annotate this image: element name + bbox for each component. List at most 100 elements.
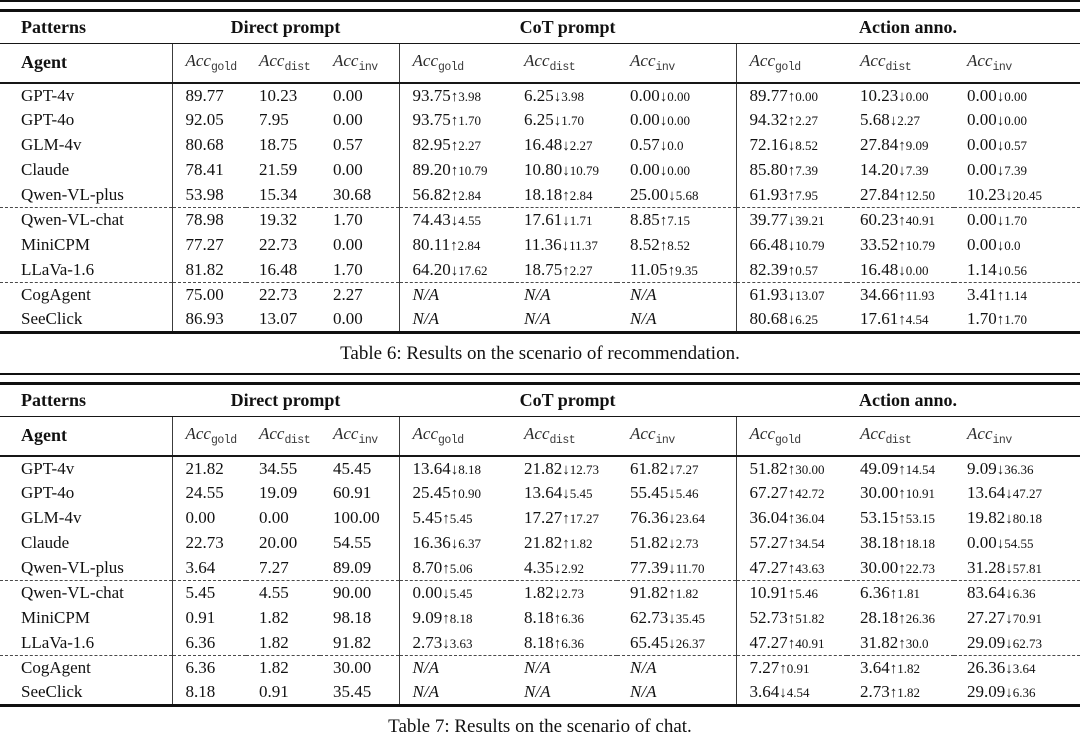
metric-value-cell: 54.55 bbox=[333, 533, 372, 552]
metric-value-cell: 65.45↓26.37 bbox=[617, 630, 737, 656]
metric-value-cell: 3.64↓4.54 bbox=[735, 680, 848, 706]
patterns-header: Patterns bbox=[0, 10, 172, 44]
metric-value-cell: 93.75↑3.98 bbox=[398, 82, 512, 108]
metric-value-cell: 7.27↑0.91 bbox=[735, 655, 848, 681]
metric-value-cell: N/A bbox=[524, 658, 551, 678]
agent-name-cell: GPT-4v bbox=[0, 82, 173, 108]
metric-value-cell: 25.45↑0.90 bbox=[398, 480, 512, 506]
metric-value-cell: 21.82 bbox=[171, 455, 246, 481]
metric-value-cell: 33.52↑10.79 bbox=[860, 235, 936, 254]
agent-name-cell: Qwen-VL-chat bbox=[0, 580, 173, 606]
metric-value-cell: 64.20↓17.62 bbox=[398, 257, 512, 283]
table-row: CogAgent 6.36 1.82 30.00 N/A N/A N/A 7.27↑0.91 3… bbox=[0, 655, 1080, 681]
metric-value-cell: 21.82↑1.82 bbox=[524, 533, 593, 552]
metric-value-cell: 2.73↓3.63 bbox=[398, 630, 512, 656]
agent-name-cell: LLaVa-1.6 bbox=[0, 630, 173, 656]
table-row: GLM-4v 80.68 18.75 0.57 82.95↑2.27 16.48↓2.27… bbox=[0, 132, 1080, 158]
metric-value-cell: 13.64↓8.18 bbox=[398, 455, 512, 481]
metric-value-cell: 13.64↓47.27 bbox=[967, 483, 1043, 502]
table-row: SeeClick 8.18 0.91 35.45 N/A N/A N/A 3.64↓4.54 2… bbox=[0, 680, 1080, 706]
metric-value-cell: 17.61↑4.54 bbox=[860, 309, 929, 329]
metric-value-cell: 0.00↓7.39 bbox=[967, 160, 1028, 179]
metric-value-cell: 0.00↓5.45 bbox=[398, 580, 512, 606]
metric-value-cell: 47.27↑40.91 bbox=[735, 630, 848, 656]
metric-value-cell: 13.64↓5.45 bbox=[524, 483, 593, 502]
metric-value-cell: 0.00↓0.00 bbox=[630, 85, 691, 105]
metric-value-cell: 1.70 bbox=[320, 257, 400, 283]
metric-value-cell: 62.73↓35.45 bbox=[630, 608, 706, 627]
metric-value-cell: 3.41↑1.14 bbox=[967, 285, 1028, 305]
metric-value-cell: 53.15↑53.15 bbox=[860, 508, 936, 527]
metric-value-cell: 82.95↑2.27 bbox=[398, 132, 512, 158]
metric-value-cell: 18.75 bbox=[259, 135, 298, 154]
metric-value-cell: 30.00↑10.91 bbox=[860, 483, 936, 502]
metric-value-cell: 1.82↓2.73 bbox=[524, 583, 585, 603]
metric-value-cell: 10.80↓10.79 bbox=[524, 160, 600, 179]
metric-header-acc-gold: Accgold bbox=[398, 416, 512, 457]
metric-value-cell: 61.93↑7.95 bbox=[735, 182, 848, 208]
metric-value-cell: 4.35↓2.92 bbox=[511, 555, 618, 581]
metric-value-cell: 8.85↑7.15 bbox=[630, 210, 691, 230]
metric-value-cell: 72.16↓8.52 bbox=[735, 132, 848, 158]
agent-name-cell: GLM-4v bbox=[0, 505, 173, 531]
top-rule bbox=[0, 0, 1080, 2]
metric-value-cell: 19.09 bbox=[259, 483, 298, 502]
metric-value-cell: 0.00 bbox=[171, 505, 246, 531]
metric-value-cell: 91.82 bbox=[320, 630, 400, 656]
metric-value-cell: 90.00 bbox=[333, 583, 372, 603]
agent-name-cell: Qwen-VL-plus bbox=[0, 555, 173, 581]
metric-value-cell: 82.39↑0.57 bbox=[735, 257, 848, 283]
metric-value-cell: 29.09↓6.36 bbox=[967, 682, 1036, 702]
metric-value-cell: 53.98 bbox=[171, 182, 246, 208]
metric-value-cell: 0.00 bbox=[333, 309, 363, 329]
metric-value-cell: 9.09↑8.18 bbox=[398, 605, 512, 631]
table-row: Qwen-VL-plus 3.64 7.27 89.09 8.70↑5.06 4.35↓2… bbox=[0, 555, 1080, 581]
table-row: Qwen-VL-plus 53.98 15.34 30.68 56.82↑2.84 18.… bbox=[0, 182, 1080, 208]
group-header-cot: CoT prompt bbox=[399, 383, 737, 417]
metric-value-cell: 98.18 bbox=[333, 608, 372, 627]
metric-value-cell: 6.25↓3.98 bbox=[524, 85, 585, 105]
metric-value-cell: 0.00↓0.00 bbox=[630, 160, 691, 179]
metric-value-cell: 57.27↑34.54 bbox=[735, 530, 848, 556]
metric-value-cell: N/A bbox=[398, 282, 512, 308]
agent-name-cell: Claude bbox=[0, 530, 173, 556]
table7-caption: Table 7: Results on the scenario of chat… bbox=[388, 716, 692, 737]
metric-value-cell: 81.82 bbox=[171, 257, 246, 283]
metric-value-cell: 1.70↑1.70 bbox=[967, 309, 1028, 329]
metric-value-cell: 19.32 bbox=[259, 210, 298, 230]
group-header-action: Action anno. bbox=[736, 383, 1080, 417]
metric-value-cell: 30.00↑22.73 bbox=[847, 555, 955, 581]
metric-value-cell: 27.84↑9.09 bbox=[860, 135, 929, 154]
metric-header-acc-inv: Accinv bbox=[320, 43, 400, 84]
metric-value-cell: 92.05 bbox=[171, 107, 246, 133]
metric-value-cell: 5.45↑5.45 bbox=[398, 505, 512, 531]
metric-value-cell: 0.91 bbox=[259, 682, 289, 702]
metric-value-cell: 89.09 bbox=[320, 555, 400, 581]
metric-value-cell: 60.23↑40.91 bbox=[860, 210, 936, 230]
metric-value-cell: 80.68 bbox=[171, 132, 246, 158]
metric-value-cell: 10.91↑5.46 bbox=[735, 580, 848, 606]
table-row: Qwen-VL-chat 78.98 19.32 1.70 74.43↓4.55 17.6… bbox=[0, 207, 1080, 233]
metric-value-cell: N/A bbox=[398, 655, 512, 681]
metric-header-acc-dist: Accdist bbox=[847, 416, 955, 457]
agent-name-cell: Claude bbox=[0, 157, 173, 183]
metric-value-cell: 34.55 bbox=[259, 458, 298, 478]
metric-value-cell: 1.82 bbox=[246, 630, 320, 656]
metric-value-cell: 94.32↑2.27 bbox=[735, 107, 848, 133]
metric-header-acc-dist: Accdist bbox=[847, 43, 955, 84]
metric-value-cell: 16.48↓0.00 bbox=[847, 257, 955, 283]
agent-name-cell: SeeClick bbox=[0, 680, 173, 706]
group-header-row: Patterns Direct prompt CoT prompt Action… bbox=[0, 383, 1080, 417]
table-body: GPT-4v 89.77 10.23 0.00 93.75↑3.98 6.25↓3.98 0… bbox=[0, 82, 1080, 333]
metric-value-cell: 8.18 bbox=[171, 680, 246, 706]
agent-name-cell: CogAgent bbox=[0, 282, 173, 308]
metric-value-cell: 49.09↑14.54 bbox=[860, 458, 936, 478]
patterns-header: Patterns bbox=[0, 383, 172, 417]
group-header-action: Action anno. bbox=[736, 10, 1080, 44]
metric-value-cell: 77.39↓11.70 bbox=[617, 555, 737, 581]
agent-header: Agent bbox=[0, 43, 173, 84]
metric-value-cell: 89.77 bbox=[171, 82, 246, 108]
metric-value-cell: 0.00↓0.00 bbox=[967, 85, 1028, 105]
metric-value-cell: 3.64↑1.82 bbox=[860, 658, 921, 678]
table6-section: Patterns Direct prompt CoT prompt Action… bbox=[0, 0, 1080, 365]
